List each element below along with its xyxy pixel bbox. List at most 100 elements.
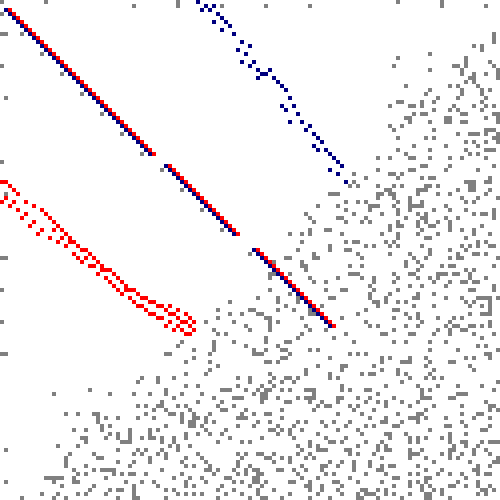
- scatter-pixel: [212, 396, 216, 400]
- scatter-pixel: [288, 400, 292, 404]
- scatter-pixel: [260, 400, 264, 404]
- red-cluster-pixel: [16, 208, 20, 212]
- navy-trail-pixel: [336, 172, 340, 176]
- scatter-pixel: [476, 168, 480, 172]
- scatter-pixel: [476, 84, 480, 88]
- scatter-pixel: [404, 324, 408, 328]
- scatter-pixel: [320, 400, 324, 404]
- scatter-pixel: [248, 496, 252, 500]
- scatter-pixel: [276, 344, 280, 348]
- scatter-pixel: [344, 220, 348, 224]
- scatter-pixel: [420, 164, 424, 168]
- scatter-pixel: [296, 296, 300, 300]
- scatter-pixel: [420, 320, 424, 324]
- navy-trail-pixel: [288, 96, 292, 100]
- scatter-pixel: [208, 368, 212, 372]
- scatter-pixel: [216, 332, 220, 336]
- scatter-pixel: [272, 428, 276, 432]
- scatter-pixel: [480, 412, 484, 416]
- scatter-pixel: [84, 440, 88, 444]
- scatter-pixel: [416, 412, 420, 416]
- scatter-pixel: [484, 472, 488, 476]
- scatter-pixel: [324, 464, 328, 468]
- scatter-pixel: [280, 496, 284, 500]
- diagonal-navy-pixel: [4, 8, 8, 12]
- scatter-pixel: [116, 460, 120, 464]
- scatter-pixel: [456, 132, 460, 136]
- scatter-pixel: [104, 436, 108, 440]
- red-cluster-pixel: [96, 260, 100, 264]
- scatter-pixel: [456, 324, 460, 328]
- diagonal-navy-pixel: [276, 272, 280, 276]
- scatter-pixel: [388, 104, 392, 108]
- scatter-pixel: [164, 352, 168, 356]
- scatter-pixel: [392, 172, 396, 176]
- scatter-pixel: [484, 448, 488, 452]
- scatter-pixel: [376, 184, 380, 188]
- navy-trail-pixel: [332, 156, 336, 160]
- diagonal-navy-pixel: [260, 256, 264, 260]
- scatter-pixel: [176, 448, 180, 452]
- scatter-pixel: [252, 308, 256, 312]
- red-cluster-pixel: [128, 296, 132, 300]
- scatter-pixel: [348, 248, 352, 252]
- diagonal-navy-pixel: [224, 224, 228, 228]
- scatter-pixel: [416, 276, 420, 280]
- red-cluster-pixel: [180, 328, 184, 332]
- scatter-pixel: [136, 416, 140, 420]
- scatter-pixel: [456, 480, 460, 484]
- scatter-pixel: [476, 296, 480, 300]
- scatter-pixel: [472, 132, 476, 136]
- scatter-pixel: [416, 188, 420, 192]
- scatter-pixel: [360, 264, 364, 268]
- scatter-pixel: [448, 332, 452, 336]
- scatter-pixel: [460, 316, 464, 320]
- scatter-pixel: [476, 480, 480, 484]
- scatter-pixel: [444, 204, 448, 208]
- scatter-pixel: [264, 412, 268, 416]
- scatter-pixel: [448, 120, 452, 124]
- red-cluster-pixel: [88, 252, 92, 256]
- scatter-pixel: [276, 308, 280, 312]
- red-cluster-pixel: [176, 316, 180, 320]
- diagonal-navy-pixel: [124, 128, 128, 132]
- diagonal-navy-pixel: [76, 80, 80, 84]
- scatter-pixel: [476, 144, 480, 148]
- scatter-pixel: [276, 396, 280, 400]
- scatter-pixel: [416, 416, 420, 420]
- scatter-pixel: [56, 492, 60, 496]
- red-cluster-pixel: [52, 228, 56, 232]
- diagonal-red-pixel: [76, 76, 80, 80]
- scatter-pixel: [488, 60, 492, 64]
- scatter-pixel: [420, 176, 424, 180]
- scatter-pixel: [212, 348, 216, 352]
- scatter-pixel: [432, 128, 436, 132]
- scatter-pixel: [460, 256, 464, 260]
- scatter-pixel: [364, 492, 368, 496]
- scatter-pixel: [416, 440, 420, 444]
- scatter-pixel: [424, 364, 428, 368]
- scatter-pixel: [496, 140, 500, 144]
- scatter-pixel: [432, 332, 436, 336]
- scatter-pixel: [428, 252, 432, 256]
- scatter-pixel: [392, 184, 396, 188]
- scatter-pixel: [392, 308, 396, 312]
- scatter-pixel: [440, 492, 444, 496]
- red-cluster-pixel: [184, 312, 188, 316]
- diagonal-red-pixel: [60, 60, 64, 64]
- scatter-pixel: [168, 412, 172, 416]
- scatter-pixel: [220, 432, 224, 436]
- scatter-pixel: [324, 328, 328, 332]
- diagonal-scatter-pixel: [200, 208, 204, 212]
- scatter-pixel: [424, 480, 428, 484]
- scatter-pixel: [136, 496, 140, 500]
- scatter-pixel: [484, 252, 488, 256]
- scatter-pixel: [120, 488, 124, 492]
- scatter-pixel: [304, 212, 308, 216]
- scatter-pixel: [156, 376, 160, 380]
- scatter-pixel: [456, 188, 460, 192]
- scatter-pixel: [260, 396, 264, 400]
- scatter-pixel: [328, 372, 332, 376]
- scatter-pixel: [448, 432, 452, 436]
- scatter-pixel: [356, 496, 360, 500]
